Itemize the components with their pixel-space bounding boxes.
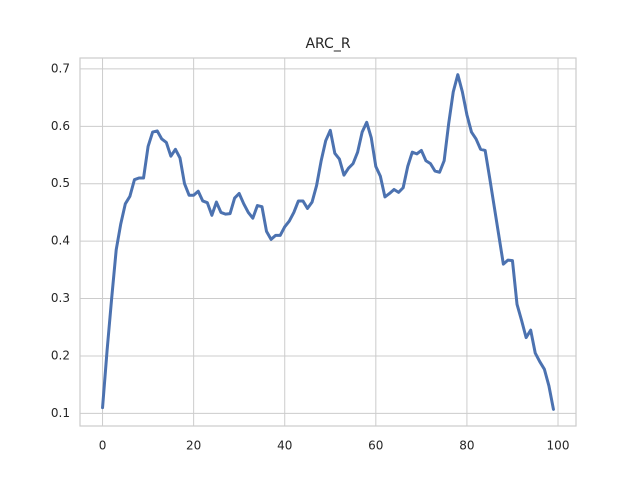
x-tick-label: 80 xyxy=(459,439,474,453)
y-tick-label: 0.5 xyxy=(51,176,70,190)
axes-frame xyxy=(79,57,577,427)
plot-area xyxy=(80,58,576,426)
y-tick-label: 0.7 xyxy=(51,61,70,75)
y-tick-label: 0.1 xyxy=(51,406,70,420)
x-tick-label: 0 xyxy=(99,439,107,453)
x-tick-label: 100 xyxy=(547,439,570,453)
y-tick-label: 0.4 xyxy=(51,234,70,248)
x-tick-label: 40 xyxy=(277,439,292,453)
y-tick-label: 0.3 xyxy=(51,291,70,305)
chart-title: ARC_R xyxy=(305,36,350,52)
x-tick-label: 60 xyxy=(368,439,383,453)
x-tick-label: 20 xyxy=(186,439,201,453)
data-line xyxy=(101,73,555,411)
y-tick-label: 0.2 xyxy=(51,348,70,362)
y-tick-label: 0.6 xyxy=(51,119,70,133)
